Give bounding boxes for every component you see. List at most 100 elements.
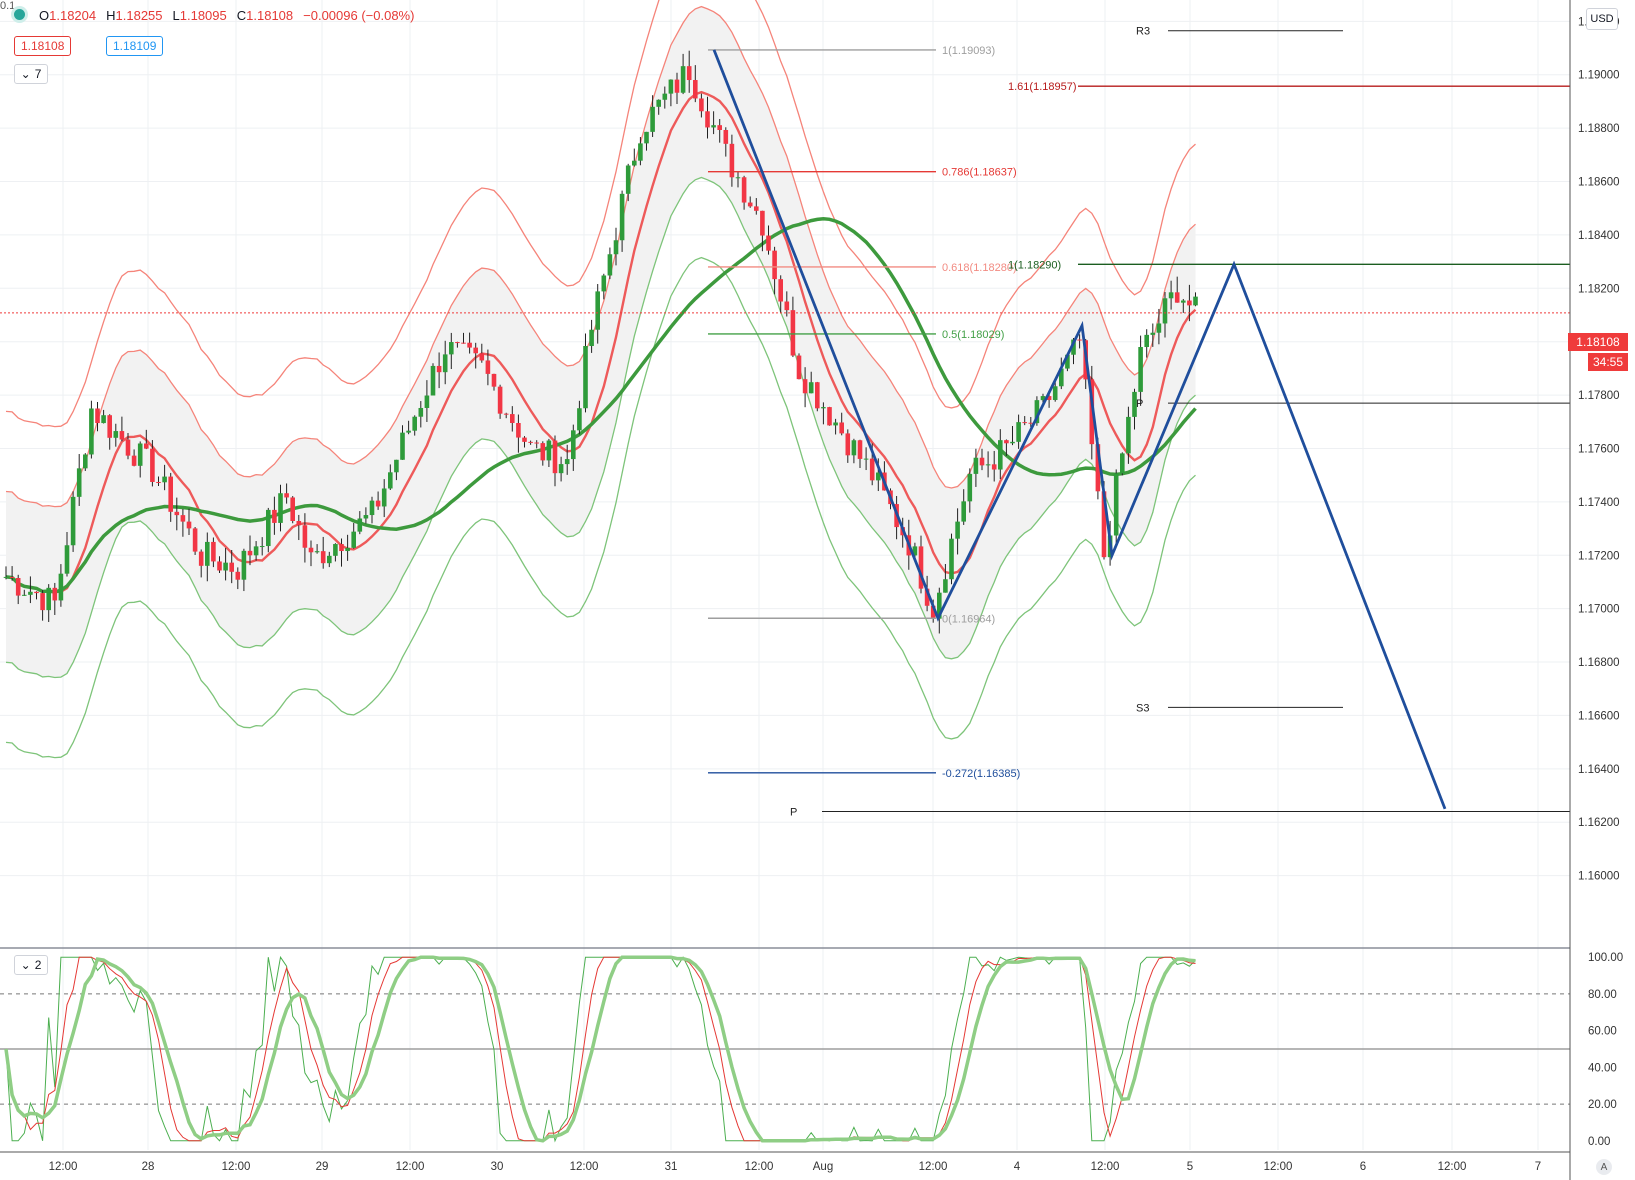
candle-body xyxy=(772,250,777,280)
candle-body xyxy=(192,528,198,552)
time-tick-label: 12:00 xyxy=(1091,1161,1120,1173)
candle-body xyxy=(851,440,857,456)
candle-body xyxy=(22,594,27,596)
time-tick-label: 12:00 xyxy=(222,1161,251,1173)
candle-body xyxy=(406,430,411,433)
candle-body xyxy=(345,547,350,552)
bid-price-button[interactable]: 1.18108 xyxy=(14,36,72,56)
candle-body xyxy=(327,555,332,564)
candle-body xyxy=(827,407,832,426)
candle-body xyxy=(503,413,509,415)
candlestick-series xyxy=(3,50,1198,634)
candle-body xyxy=(1065,354,1070,369)
candle-body xyxy=(613,240,619,255)
time-tick-label: 7 xyxy=(1535,1161,1541,1173)
candle-body xyxy=(34,591,39,594)
candle-body xyxy=(357,518,363,532)
candle-body xyxy=(961,501,966,522)
candle-body xyxy=(674,79,680,93)
candle-body xyxy=(790,310,796,356)
candle-body xyxy=(796,355,802,380)
candle-body xyxy=(198,551,204,566)
auto-scale-button[interactable]: A xyxy=(1596,1159,1612,1175)
candle-body xyxy=(845,433,851,456)
candle-body xyxy=(381,488,387,507)
candle-body xyxy=(808,382,814,394)
candle-body xyxy=(1126,416,1131,454)
candle-body xyxy=(64,545,70,574)
candle-body xyxy=(662,93,668,100)
time-tick-label: 4 xyxy=(1014,1161,1021,1173)
candle-body xyxy=(418,407,424,417)
oscillator-tick-label: 20.00 xyxy=(1588,1099,1617,1111)
time-tick-label: 12:00 xyxy=(396,1161,425,1173)
candle-body xyxy=(119,431,125,440)
oscillator-toggle[interactable]: ⌄ 2 xyxy=(14,955,48,975)
price-tick-label: 1.16200 xyxy=(1578,817,1620,829)
candle-body xyxy=(717,125,722,130)
candle-body xyxy=(424,395,430,408)
time-tick-label: 28 xyxy=(142,1161,155,1173)
candle-body xyxy=(205,541,210,566)
fast-ma-line xyxy=(5,90,1197,594)
candle-body xyxy=(388,472,393,489)
currency-button[interactable]: USD xyxy=(1586,8,1618,30)
open-label: O xyxy=(39,8,50,23)
candle-body xyxy=(9,576,15,578)
oscillator-tick-label: 40.00 xyxy=(1588,1062,1617,1074)
candle-body xyxy=(40,593,45,611)
candle-body xyxy=(302,525,308,548)
time-tick-label: 12:00 xyxy=(1438,1161,1467,1173)
candle-body xyxy=(320,551,326,564)
candle-body xyxy=(333,544,338,556)
candle-body xyxy=(485,360,491,374)
candle-body xyxy=(619,193,625,241)
candle-body xyxy=(839,422,844,434)
candle-body xyxy=(918,546,924,589)
candle-body xyxy=(930,605,936,619)
time-tick-label: Aug xyxy=(813,1161,833,1173)
candle-body xyxy=(3,576,9,578)
price-tick-label: 1.18600 xyxy=(1578,177,1620,189)
candle-body xyxy=(711,125,716,128)
change-value: −0.00096 (−0.08%) xyxy=(303,8,415,23)
candle-body xyxy=(741,177,747,203)
candle-body xyxy=(778,279,783,302)
price-tick-label: 1.16000 xyxy=(1578,871,1620,883)
candle-body xyxy=(394,459,399,473)
ask-price-button[interactable]: 1.18109 xyxy=(106,36,164,56)
fib-level-label: 1(1.19093) xyxy=(942,45,995,57)
indicators-toggle[interactable]: ⌄ 7 xyxy=(14,64,48,84)
pattern-line xyxy=(712,49,1447,810)
indicators-count: 7 xyxy=(34,67,42,81)
harmonic-pattern xyxy=(712,49,1447,810)
candle-body xyxy=(857,440,863,459)
candle-body xyxy=(95,408,100,424)
candle-body xyxy=(137,443,143,466)
candle-body xyxy=(1095,444,1101,492)
candle-body xyxy=(223,562,228,571)
candle-body xyxy=(1174,292,1180,303)
candle-body xyxy=(369,500,375,516)
candle-body xyxy=(693,80,698,99)
candle-body xyxy=(1181,300,1186,303)
candle-body xyxy=(253,546,259,556)
close-label: C xyxy=(236,8,247,23)
candle-body xyxy=(1010,441,1015,444)
candle-body xyxy=(1138,347,1143,392)
candle-body xyxy=(1034,400,1040,424)
candle-body xyxy=(991,464,997,470)
candle-body xyxy=(815,382,820,409)
candle-body xyxy=(144,443,149,449)
time-tick-label: 30 xyxy=(491,1161,504,1173)
candle-body xyxy=(473,347,478,354)
candle-body xyxy=(558,464,564,474)
pivot-label: S3 xyxy=(1136,702,1149,714)
oscillator-pane xyxy=(0,947,1570,1143)
spread-value: 0.1 xyxy=(0,0,16,12)
open-value: 1.18204 xyxy=(49,8,97,23)
candle-body xyxy=(747,202,753,207)
price-tick-label: 1.16800 xyxy=(1578,657,1620,669)
candle-body xyxy=(107,415,112,438)
